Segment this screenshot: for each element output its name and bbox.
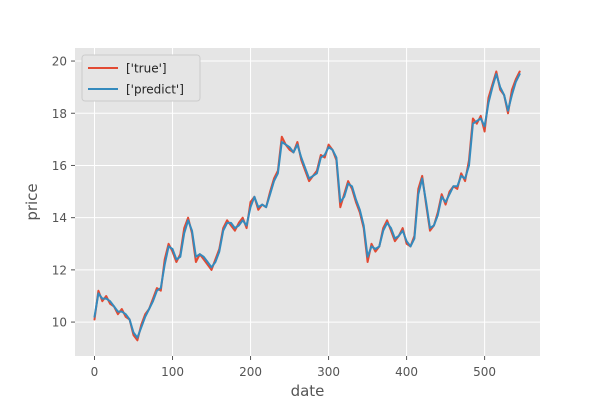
predict-series-line [93,73,521,339]
y-tick-label: 18 [52,107,67,121]
y-tick-label: 20 [52,55,67,69]
x-tick-label: 400 [395,365,418,379]
y-tick-label: 12 [52,263,67,277]
axis-ticks: 0 100 200 300 400 500 10 12 14 16 18 20 [52,55,496,379]
x-axis-label: date [291,382,325,400]
x-tick-label: 200 [239,365,262,379]
x-tick-label: 300 [317,365,340,379]
series-lines [93,70,521,342]
grid-lines [75,48,540,356]
x-tick-label: 100 [161,365,184,379]
y-tick-label: 16 [52,159,67,173]
y-tick-label: 14 [52,211,67,225]
y-tick-label: 10 [52,316,67,330]
x-tick-label: 500 [473,365,496,379]
legend: ['true'] ['predict'] [81,54,201,102]
y-axis-label: price [23,183,41,220]
legend-label-true: ['true'] [126,62,167,76]
x-tick-label: 0 [91,365,99,379]
legend-label-predict: ['predict'] [126,83,184,97]
